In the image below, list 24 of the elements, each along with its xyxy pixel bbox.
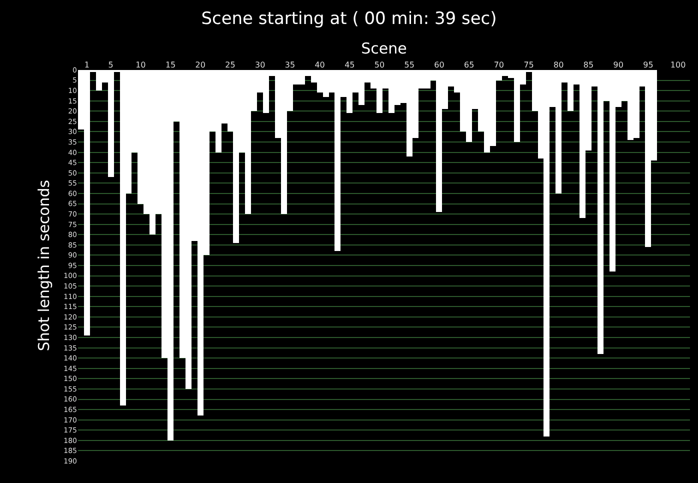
x-tick-label: 95 [643, 60, 654, 70]
x-tick-label: 50 [374, 60, 385, 70]
x-tick-label: 15 [165, 60, 176, 70]
x-tick-label: 40 [314, 60, 325, 70]
x-tick-label: 10 [136, 60, 146, 70]
x-axis-title: Scene [361, 40, 407, 58]
y-axis-title: Shot length in seconds [34, 180, 53, 352]
x-tick-label: 25 [225, 60, 236, 70]
x-tick-label: 35 [284, 60, 296, 70]
x-tick-label: 30 [255, 60, 266, 70]
x-tick-label: 75 [524, 60, 534, 70]
x-tick-label: 45 [344, 60, 355, 70]
x-tick-label: 85 [583, 60, 594, 70]
x-tick-label: 55 [404, 60, 414, 70]
x-tick-label: 70 [494, 60, 504, 70]
x-tick-label: 5 [108, 60, 114, 70]
chart-title: Scene starting at ( 00 min: 39 sec) [201, 8, 497, 29]
x-tick-label: 80 [554, 60, 564, 70]
x-tick-label: 1 [84, 60, 90, 70]
x-tick-label: 65 [464, 60, 474, 70]
x-tick-label: 60 [434, 60, 444, 70]
x-tick-label: 100 [670, 60, 686, 70]
x-tick-label: 20 [195, 60, 206, 70]
x-tick-label: 90 [613, 60, 624, 70]
